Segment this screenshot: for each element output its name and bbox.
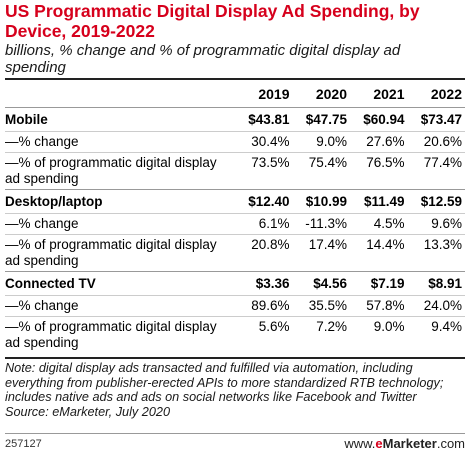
table-cell: $12.59 <box>407 189 465 214</box>
table-cell: 9.4% <box>407 316 465 353</box>
top-rule <box>5 78 465 80</box>
row-label: —% of programmatic digital display ad sp… <box>5 316 235 353</box>
table-cell: 30.4% <box>235 131 293 153</box>
table-row: —% of programmatic digital display ad sp… <box>5 152 465 190</box>
data-table: 2019 2020 2021 2022 Mobile $43.81 $47.75 $6… <box>5 81 465 353</box>
table-cell: $10.99 <box>292 189 350 214</box>
column-header: 2020 <box>292 81 350 108</box>
table-cell: 27.6% <box>350 131 408 153</box>
row-label: —% of programmatic digital display ad sp… <box>5 234 235 272</box>
table-cell: $47.75 <box>292 107 350 132</box>
table-cell: $12.40 <box>235 189 293 214</box>
table-row: —% of programmatic digital display ad sp… <box>5 234 465 272</box>
figure-id: 257127 <box>5 438 42 450</box>
brand-prefix: www. <box>344 436 376 451</box>
table-row: —% of programmatic digital display ad sp… <box>5 316 465 353</box>
table-row-group: Connected TV $3.36 $4.56 $7.19 $8.91 <box>5 271 465 296</box>
table-cell: $60.94 <box>350 107 408 132</box>
table-cell: $73.47 <box>407 107 465 132</box>
table-cell: 35.5% <box>292 295 350 317</box>
table-cell: 75.4% <box>292 152 350 190</box>
chart-subtitle: billions, % change and % of programmatic… <box>5 42 401 76</box>
table-cell: 14.4% <box>350 234 408 272</box>
table-cell: 9.6% <box>407 213 465 235</box>
table-cell: $3.36 <box>235 271 293 296</box>
source-text: Source: eMarketer, July 2020 <box>5 404 171 419</box>
table-cell: 57.8% <box>350 295 408 317</box>
table-cell: 17.4% <box>292 234 350 272</box>
table-row: —% change 89.6% 35.5% 57.8% 24.0% <box>5 295 465 317</box>
table-cell: 5.6% <box>235 316 293 353</box>
chart-note: Note: digital display ads transacted and… <box>5 357 465 419</box>
column-header: 2021 <box>350 81 408 108</box>
brand-suffix: .com <box>436 436 465 451</box>
row-label: Mobile <box>5 107 235 132</box>
table-cell: $4.56 <box>292 271 350 296</box>
row-label: —% of programmatic digital display ad sp… <box>5 152 235 190</box>
table-cell: $43.81 <box>235 107 293 132</box>
table-row-group: Mobile $43.81 $47.75 $60.94 $73.47 <box>5 107 465 132</box>
table-cell: 89.6% <box>235 295 293 317</box>
table-row-group: Desktop/laptop $12.40 $10.99 $11.49 $12.59 <box>5 189 465 214</box>
column-header: 2022 <box>407 81 465 108</box>
row-label: Desktop/laptop <box>5 189 235 214</box>
row-label: —% change <box>5 131 235 153</box>
table-cell: $11.49 <box>350 189 408 214</box>
table-cell: -11.3% <box>292 213 350 235</box>
table-cell: 9.0% <box>292 131 350 153</box>
note-text: Note: digital display ads transacted and… <box>5 361 444 404</box>
table-cell: 6.1% <box>235 213 293 235</box>
brand-logo: www.eMarketer.com <box>344 436 465 451</box>
table-cell: $8.91 <box>407 271 465 296</box>
header-empty-cell <box>5 81 235 108</box>
brand-e: e <box>375 436 383 451</box>
table-cell: 20.6% <box>407 131 465 153</box>
row-label: —% change <box>5 213 235 235</box>
table-cell: $7.19 <box>350 271 408 296</box>
header-row: 2019 2020 2021 2022 <box>5 81 465 108</box>
brand-main: Marketer <box>382 436 437 451</box>
row-label: Connected TV <box>5 271 235 296</box>
table-body: Mobile $43.81 $47.75 $60.94 $73.47 —% change 3… <box>5 107 465 353</box>
table-row: —% change 30.4% 9.0% 27.6% 20.6% <box>5 131 465 153</box>
column-header: 2019 <box>235 81 293 108</box>
table-cell: 20.8% <box>235 234 293 272</box>
footer: 257127 www.eMarketer.com <box>5 433 465 452</box>
table-cell: 9.0% <box>350 316 408 353</box>
row-label: —% change <box>5 295 235 317</box>
table-cell: 73.5% <box>235 152 293 190</box>
table-cell: 13.3% <box>407 234 465 272</box>
table-cell: 7.2% <box>292 316 350 353</box>
table-cell: 4.5% <box>350 213 408 235</box>
table-row: —% change 6.1% -11.3% 4.5% 9.6% <box>5 213 465 235</box>
table-cell: 76.5% <box>350 152 408 190</box>
chart-title: US Programmatic Digital Display Ad Spend… <box>5 1 420 41</box>
table-cell: 77.4% <box>407 152 465 190</box>
table-cell: 24.0% <box>407 295 465 317</box>
